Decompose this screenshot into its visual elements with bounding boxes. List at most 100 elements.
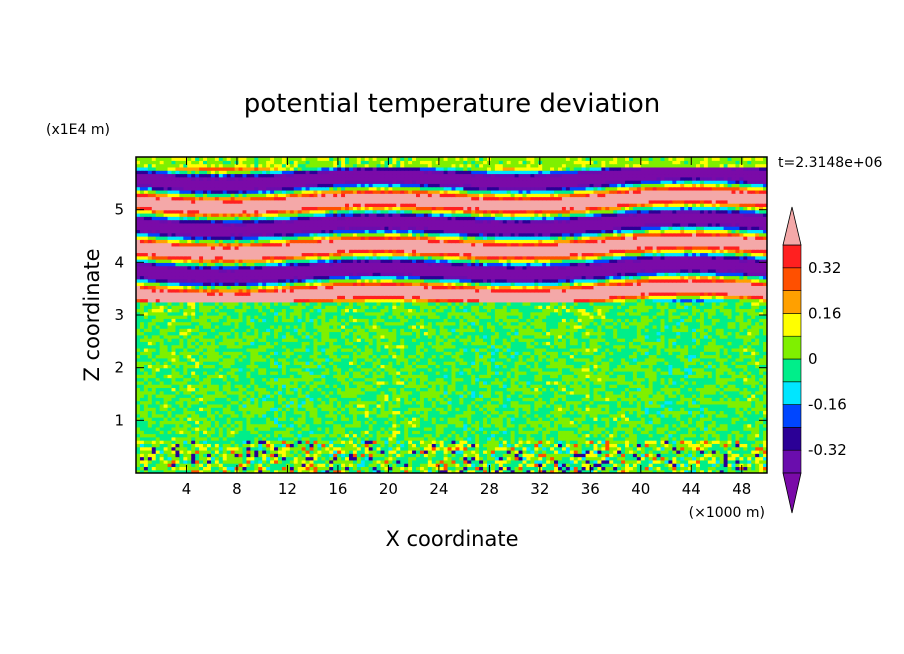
field-cell [546,436,551,441]
field-cell [274,453,279,458]
field-cell [660,426,666,431]
field-cell [368,469,374,473]
field-cell [723,443,729,448]
field-cell [577,426,583,431]
field-cell [703,469,709,473]
field-cell [392,420,397,425]
field-cell [707,446,713,451]
field-cell [715,453,721,458]
field-cell [506,456,512,461]
field-cell [360,440,366,444]
field-cell [573,420,579,425]
field-cell [514,466,520,471]
field-cell [613,420,618,425]
field-cell [703,466,709,471]
field-cell [589,417,595,421]
field-cell [514,456,520,461]
field-cell [684,449,689,454]
field-cell [490,449,496,454]
field-cell [759,459,764,464]
field-cell [226,459,232,464]
field-cell [423,410,429,415]
field-cell [214,423,220,428]
field-cell [731,449,737,454]
field-cell [136,426,141,431]
field-cell [609,463,614,468]
field-cell [467,446,472,451]
field-cell [538,407,543,412]
field-cell [613,417,618,421]
field-cell [652,433,658,438]
field-cell [565,413,571,418]
field-cell [727,463,733,468]
field-cell [664,410,669,415]
field-cell [719,469,725,473]
field-cell [692,430,697,435]
field-cell [703,426,709,431]
field-cell [554,456,559,461]
field-cell [274,436,279,441]
field-cell [238,440,244,444]
field-cell [274,420,279,425]
field-cell [550,446,555,451]
field-cell [703,446,709,451]
field-cell [656,440,662,444]
field-cell [388,443,393,448]
field-cell [175,446,180,451]
field-cell [664,469,669,473]
field-cell [337,440,342,444]
field-cell [676,456,681,461]
field-cell [274,463,279,468]
field-cell [688,420,693,425]
field-cell [183,459,188,464]
field-cell [439,440,445,444]
field-cell [652,436,658,441]
field-cell [412,420,417,425]
field-cell [522,469,528,473]
field-cell [711,436,717,441]
field-cell [494,423,500,428]
field-cell [494,440,500,444]
field-cell [751,426,756,431]
field-cell [628,446,634,451]
field-cell [672,449,677,454]
field-cell [305,440,311,444]
field-cell [652,459,658,464]
field-cell [672,430,677,435]
field-cell [297,469,303,473]
field-cell [301,466,307,471]
field-cell [640,413,646,418]
field-cell [408,430,413,435]
field-cell [640,420,646,425]
field-cell [617,463,622,468]
field-cell [696,410,701,415]
field-cell [262,449,267,454]
field-cell [222,446,228,451]
field-cell [601,453,606,458]
field-cell [301,453,307,458]
field-cell [388,449,393,454]
field-cell [222,433,228,438]
field-cell [471,459,476,464]
field-cell [739,410,744,415]
field-cell [356,466,362,471]
field-cell [167,453,173,458]
field-cell [554,423,559,428]
field-cell [218,446,224,451]
field-cell [759,410,764,415]
field-cell [218,440,224,444]
field-cell [384,459,389,464]
field-cell [557,420,563,425]
field-cell [167,449,173,454]
field-cell [416,433,421,438]
field-cell [625,440,630,444]
field-cell [175,459,180,464]
field-cell [439,449,445,454]
field-cell [565,449,571,454]
field-cell [155,449,161,454]
field-cell [648,443,654,448]
field-cell [289,420,295,425]
field-cell [471,426,476,431]
field-cell [589,446,595,451]
field-cell [384,430,389,435]
